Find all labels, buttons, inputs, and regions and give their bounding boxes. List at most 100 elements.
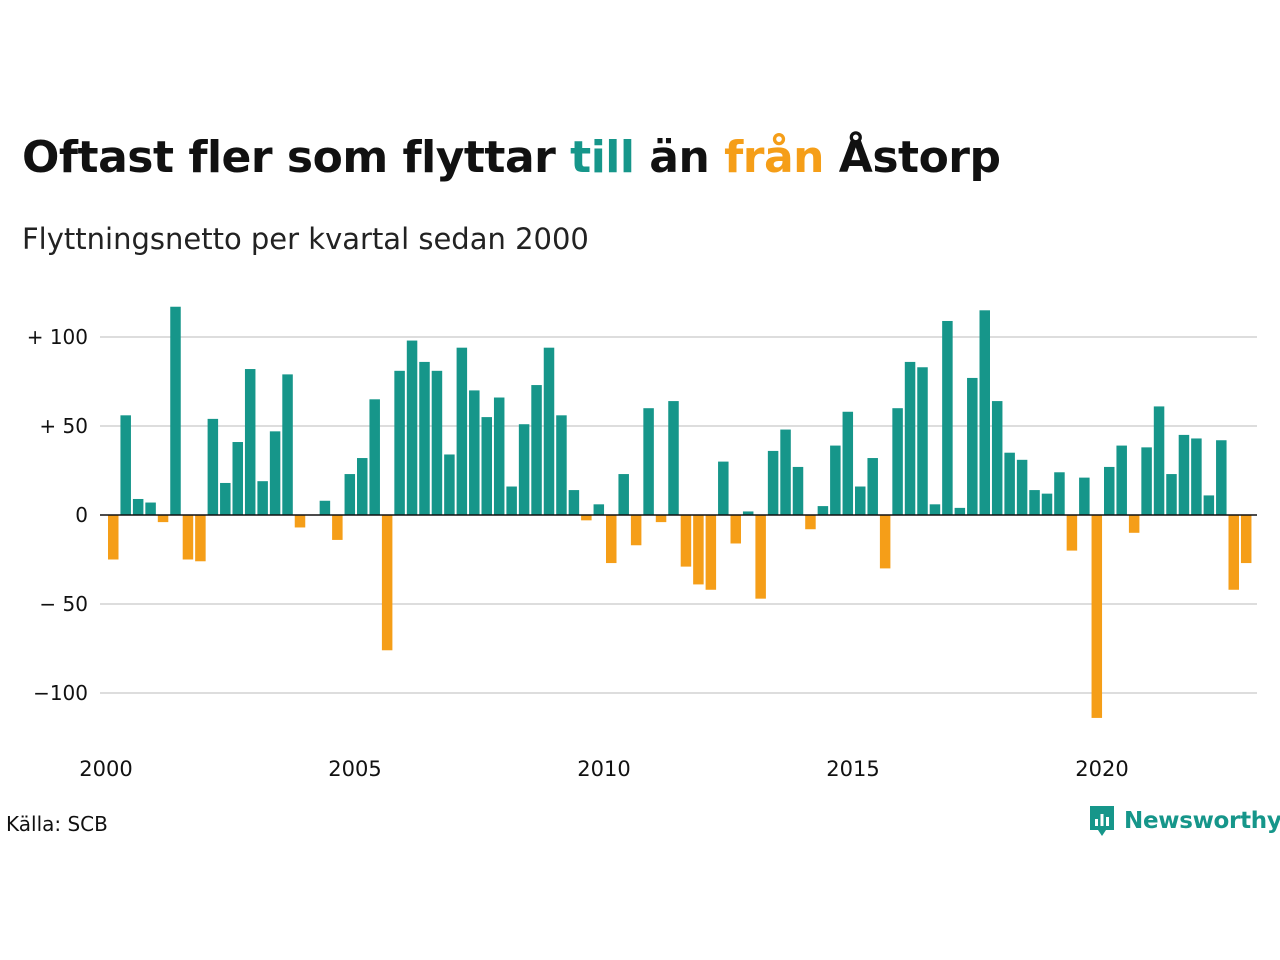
bar <box>606 515 617 564</box>
bar <box>904 361 916 515</box>
bar <box>257 481 268 515</box>
bar <box>543 347 555 515</box>
bar <box>929 504 941 515</box>
bar <box>120 415 131 515</box>
bar-chart: + 100 + 50 0 − 50 −100 2000 2005 2010 2015 2020 <box>27 306 1257 781</box>
bar <box>879 515 891 569</box>
bar <box>108 515 119 560</box>
bar <box>630 515 642 546</box>
y-tick-label: −100 <box>33 681 88 705</box>
bar-series <box>108 306 1252 718</box>
title-highlight-till: till <box>570 132 635 183</box>
x-tick-label: 2020 <box>1075 757 1128 781</box>
bar <box>693 515 704 585</box>
bar <box>1054 472 1065 515</box>
y-tick-label: − 50 <box>39 592 88 616</box>
bar <box>1041 493 1053 515</box>
y-tick-label: 0 <box>75 503 88 527</box>
y-tick-label: + 50 <box>39 414 88 438</box>
bar <box>344 474 356 515</box>
bar <box>680 515 692 567</box>
bar <box>556 415 567 515</box>
bar <box>195 515 206 562</box>
bar <box>1191 438 1202 515</box>
bar <box>892 408 903 515</box>
bar <box>419 361 430 515</box>
source-note: Källa: SCB <box>6 812 108 836</box>
bar <box>481 417 492 515</box>
title-part-2: än <box>634 132 725 183</box>
bar <box>394 370 405 515</box>
bar <box>182 515 194 560</box>
bar <box>518 424 530 515</box>
chart-title: Oftast fler som flyttar till än från Åst… <box>22 132 1001 183</box>
bar <box>1203 495 1215 515</box>
bar <box>431 370 443 515</box>
brand-logo: Newsworthy <box>1088 804 1280 838</box>
bar <box>294 515 306 528</box>
x-tick-label: 2000 <box>79 757 132 781</box>
bar <box>742 511 754 515</box>
bar <box>1228 515 1239 590</box>
bar <box>755 515 766 599</box>
bar <box>269 431 281 515</box>
bar <box>979 310 990 515</box>
bar <box>132 498 144 515</box>
bar <box>792 466 804 515</box>
bar <box>991 401 1003 515</box>
bar <box>444 454 455 515</box>
bar <box>855 486 866 515</box>
bar <box>531 385 542 515</box>
bar <box>1166 474 1177 515</box>
bar <box>381 515 393 651</box>
title-part-1: Oftast fler som flyttar <box>22 132 571 183</box>
bar <box>357 458 368 515</box>
x-tick-label: 2015 <box>826 757 879 781</box>
bar <box>1153 406 1165 515</box>
bar <box>1066 515 1078 551</box>
bar <box>332 515 343 540</box>
bar <box>1128 515 1140 533</box>
bar <box>1240 515 1252 564</box>
bar <box>593 504 605 515</box>
brand-name: Newsworthy <box>1124 808 1280 834</box>
newsworthy-logo-icon <box>1090 806 1114 836</box>
bar <box>568 490 580 515</box>
chart-subtitle: Flyttningsnetto per kvartal sedan 2000 <box>22 222 589 256</box>
bar <box>1029 490 1040 515</box>
bar <box>954 507 966 515</box>
bar <box>369 399 380 515</box>
x-axis-ticks: 2000 2005 2010 2015 2020 <box>79 757 1128 781</box>
bar <box>1091 515 1103 718</box>
bar <box>1079 477 1090 515</box>
bar <box>842 411 854 515</box>
y-axis-ticks: + 100 + 50 0 − 50 −100 <box>27 325 88 705</box>
bar <box>456 347 468 515</box>
bar <box>718 461 729 515</box>
y-tick-label: + 100 <box>27 325 88 349</box>
bar <box>493 397 505 515</box>
bar <box>780 429 791 515</box>
bar <box>581 515 592 521</box>
bar <box>942 320 953 515</box>
bar <box>406 340 418 515</box>
bar <box>705 515 717 590</box>
bar <box>643 408 654 515</box>
bar <box>244 369 256 515</box>
bar <box>157 515 169 523</box>
bar <box>618 474 629 515</box>
bar <box>220 482 231 515</box>
bar <box>1116 445 1127 515</box>
bar <box>730 515 741 544</box>
bar <box>232 442 243 515</box>
bar <box>319 500 331 515</box>
bar <box>469 390 480 515</box>
bar <box>668 401 679 515</box>
bar <box>1016 459 1028 515</box>
bar <box>767 450 779 515</box>
bar <box>805 515 816 530</box>
x-tick-label: 2010 <box>577 757 630 781</box>
bar <box>506 486 517 515</box>
bar <box>145 502 156 515</box>
bar <box>817 506 829 515</box>
